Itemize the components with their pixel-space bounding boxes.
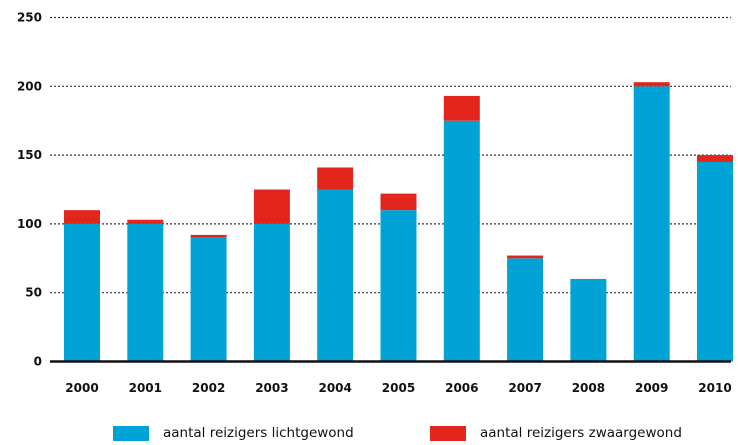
bar-2009-lichtgewond	[633, 86, 670, 362]
bar-2000-lichtgewond	[64, 223, 100, 362]
x-tick-label-2005: 2005	[382, 381, 415, 395]
legend-label-lichtgewond: aantal reizigers lichtgewond	[163, 425, 354, 441]
x-tick-label-2001: 2001	[129, 381, 162, 395]
bar-2007-lichtgewond	[507, 258, 544, 362]
x-tick-label-2004: 2004	[318, 381, 351, 395]
y-tick-label-0: 0	[34, 355, 42, 369]
y-tick-label-250: 250	[17, 11, 42, 25]
bar-2008-lichtgewond	[570, 278, 607, 362]
x-tick-label-2010: 2010	[698, 381, 731, 395]
legend-item-zwaargewond: aantal reizigers zwaargewond	[430, 424, 682, 442]
x-tick-label-2002: 2002	[192, 381, 225, 395]
x-tick-label-2003: 2003	[255, 381, 288, 395]
bar-2002-zwaargewond	[190, 234, 227, 238]
bar-2007-zwaargewond	[507, 255, 544, 259]
legend-swatch-zwaargewond	[430, 425, 466, 441]
legend-label-zwaargewond: aantal reizigers zwaargewond	[480, 425, 682, 441]
x-tick-label-2008: 2008	[572, 381, 605, 395]
bar-2010-zwaargewond	[697, 155, 733, 162]
x-tick-label-2009: 2009	[635, 381, 668, 395]
bar-2005-lichtgewond	[380, 210, 417, 362]
legend-swatch-lichtgewond	[113, 425, 149, 441]
bar-2004-zwaargewond	[317, 167, 354, 190]
bar-2003-zwaargewond	[253, 189, 290, 224]
bar-2000-zwaargewond	[64, 210, 100, 224]
bar-2005-zwaargewond	[380, 193, 417, 211]
bar-2010-lichtgewond	[697, 161, 733, 362]
x-tick-label-2006: 2006	[445, 381, 478, 395]
bar-2001-zwaargewond	[127, 219, 164, 224]
legend-item-lichtgewond: aantal reizigers lichtgewond	[113, 424, 354, 442]
bar-2006-zwaargewond	[443, 95, 480, 121]
y-tick-label-200: 200	[17, 79, 42, 93]
x-tick-label-2000: 2000	[65, 381, 98, 395]
y-tick-label-150: 150	[17, 148, 42, 162]
stacked-bar-chart: 0 50 100 150 200 250 2000 2001 2002 2003 2004 2005 2…	[17, 11, 733, 395]
y-tick-label-100: 100	[17, 217, 42, 231]
bar-2004-lichtgewond	[317, 189, 354, 362]
x-tick-label-2007: 2007	[508, 381, 541, 395]
bar-2006-lichtgewond	[443, 120, 480, 362]
y-tick-label-50: 50	[25, 286, 42, 300]
bar-2002-lichtgewond	[190, 237, 227, 362]
bar-2003-lichtgewond	[253, 223, 290, 362]
bar-2009-zwaargewond	[633, 82, 670, 87]
bar-2001-lichtgewond	[127, 223, 164, 362]
